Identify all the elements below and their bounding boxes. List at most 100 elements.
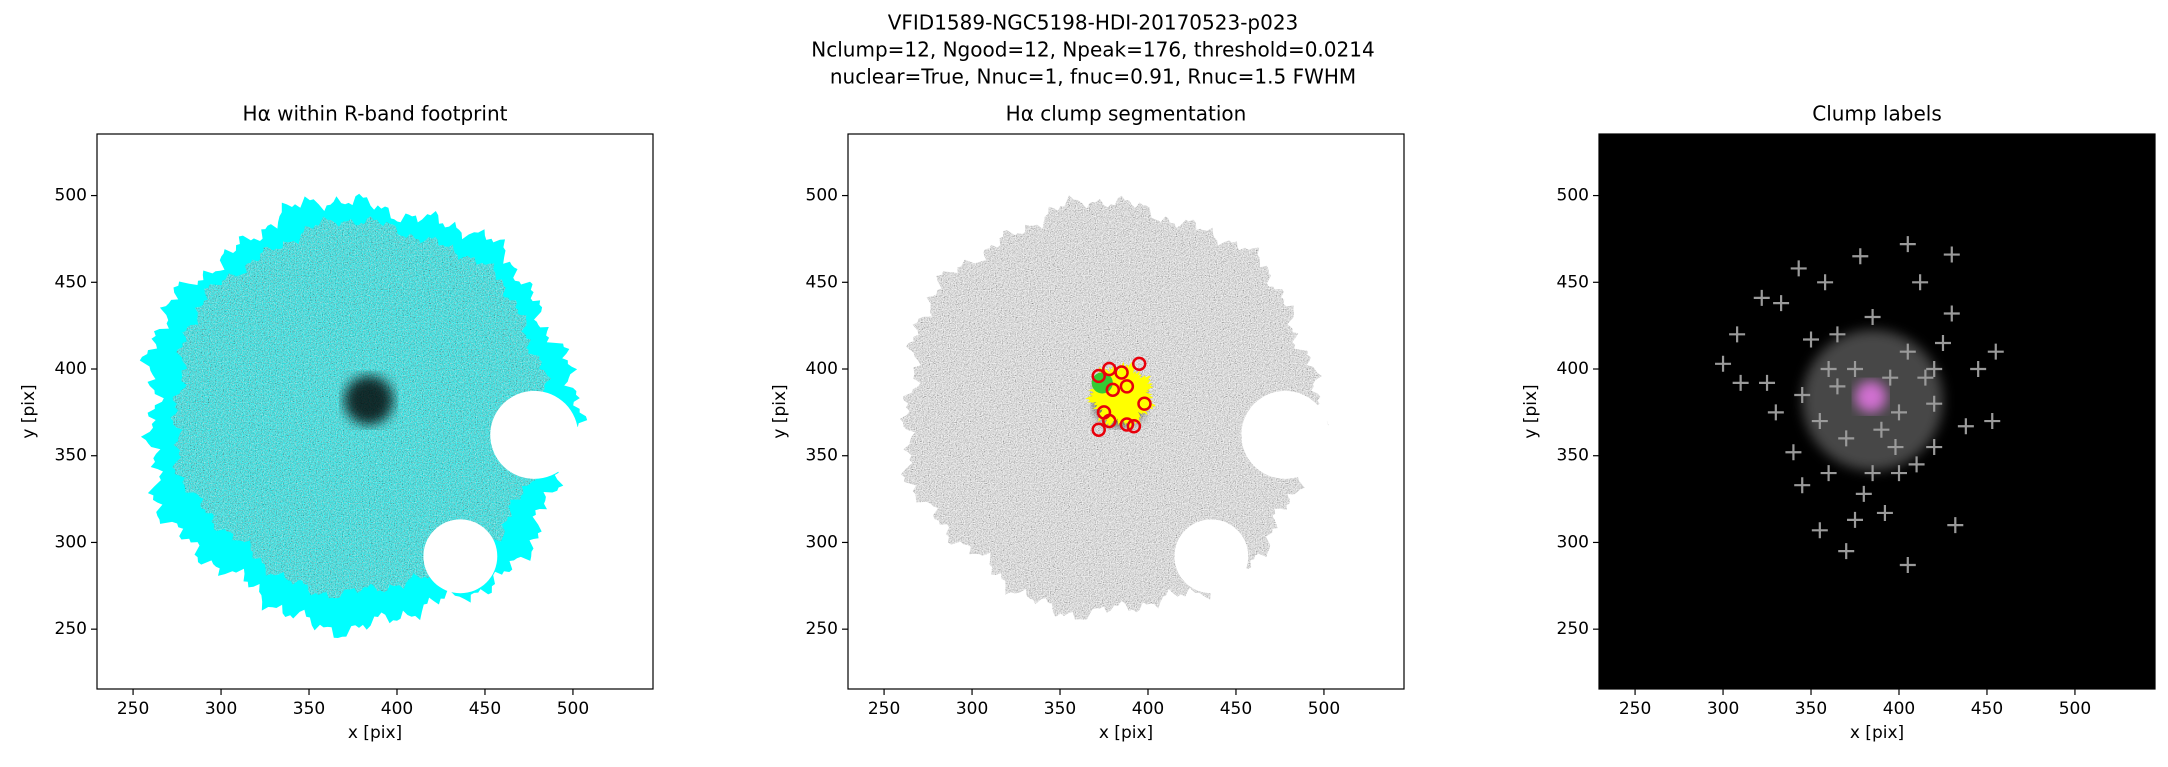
peak-marker [1876,504,1893,521]
y-tick-label: 350 [55,446,87,466]
peak-marker [1829,326,1846,343]
x-tick-label: 300 [956,699,988,719]
peak-marker [1908,456,1925,473]
peak-marker [1873,421,1890,438]
label-blob [1855,380,1887,413]
image [1599,134,2155,689]
peak-marker [1926,361,1943,378]
peak-marker [1917,369,1934,386]
y-tick-label: 500 [1557,186,1589,206]
peak-marker [1803,331,1820,348]
peak-marker [1890,404,1907,421]
y-tick-label: 250 [806,619,838,639]
peak-marker [1838,430,1855,447]
x-tick-label: 500 [1308,699,1340,719]
x-tick-label: 300 [1707,699,1739,719]
y-tick-label: 500 [806,186,838,206]
peak-marker [1820,361,1837,378]
peak-marker [1715,355,1732,372]
x-tick-label: 400 [381,699,413,719]
y-tick-label: 400 [806,359,838,379]
peak-marker [1947,517,1964,534]
suptitle: VFID1589-NGC5198-HDI-20170523-p023 [888,11,1299,35]
y-tick-label: 450 [806,272,838,292]
peak-marker [1984,413,2001,430]
x-tick-label: 400 [1132,699,1164,719]
y-tick-label: 250 [1557,619,1589,639]
image [97,134,653,689]
y-tick-label: 250 [55,619,87,639]
peak-marker [1753,289,1770,306]
peak-marker [1794,477,1811,494]
clump [1131,356,1147,372]
peak-marker [1794,387,1811,404]
clump [1119,379,1135,394]
peak-marker [1847,361,1864,378]
peak-marker [1899,556,1916,573]
peak-marker [1790,260,1807,277]
y-tick-label: 450 [1557,272,1589,292]
x-tick-label: 350 [1795,699,1827,719]
y-axis-label: y [pix] [19,384,39,438]
peak-marker [1729,326,1746,343]
nucleus [344,375,394,425]
peak-marker [1899,343,1916,360]
y-tick-label: 500 [55,186,87,206]
peak-marker [1943,246,1960,263]
x-axis-label: x [pix] [348,723,402,743]
x-tick-label: 500 [557,699,589,719]
y-tick-label: 300 [806,532,838,552]
peak-marker [1767,404,1784,421]
peak-marker [1785,444,1802,461]
suptitle: nuclear=True, Nnuc=1, fnuc=0.91, Rnuc=1.… [830,65,1356,89]
y-axis-label: y [pix] [770,384,790,438]
clump [1114,365,1129,380]
peak-marker [1926,439,1943,456]
x-axis-label: x [pix] [1099,723,1153,743]
panel-title: Clump labels [1812,102,1942,126]
peak-marker [1847,511,1864,528]
x-tick-label: 450 [1220,699,1252,719]
suptitle: Nclump=12, Ngood=12, Npeak=176, threshol… [811,38,1374,62]
peak-marker [1838,543,1855,560]
peak-marker [1852,248,1869,265]
x-tick-label: 450 [1971,699,2003,719]
panel: 250 300 350 400 450 500 250 300 350 400 450 500 Clum… [1521,102,2156,743]
peak-marker [1864,465,1881,482]
image [848,134,1404,689]
y-tick-label: 400 [55,359,87,379]
y-tick-label: 350 [1557,446,1589,466]
panel-title: Hα clump segmentation [1006,102,1247,126]
peak-marker [1943,305,1960,322]
x-tick-label: 500 [2059,699,2091,719]
galaxy [139,193,588,638]
x-tick-label: 250 [117,699,149,719]
peak-marker [1773,295,1790,312]
peak-marker [1987,343,2004,360]
x-tick-label: 300 [205,699,237,719]
peak-marker [1926,395,1943,412]
y-tick-label: 300 [55,532,87,552]
clump [1091,422,1106,437]
x-tick-label: 350 [293,699,325,719]
x-axis-label: x [pix] [1850,723,1904,743]
peak-marker [1817,274,1834,291]
peak-marker [1864,308,1881,325]
clump [1119,417,1135,432]
y-tick-label: 450 [55,272,87,292]
peak-marker [1934,334,1951,351]
peak-marker [1970,361,1987,378]
panel: 250 300 350 400 450 500 250 300 350 400 450 500 Hα w… [19,102,654,743]
peak-marker [1899,236,1916,253]
peak-marker [1811,413,1828,430]
clump [1102,413,1117,429]
clump [1126,419,1142,434]
y-tick-label: 300 [1557,532,1589,552]
panel-title: Hα within R-band footprint [243,102,508,126]
peak-marker [1820,465,1837,482]
y-tick-label: 350 [806,446,838,466]
x-tick-label: 450 [469,699,501,719]
peak-marker [1882,369,1899,386]
x-tick-label: 350 [1044,699,1076,719]
